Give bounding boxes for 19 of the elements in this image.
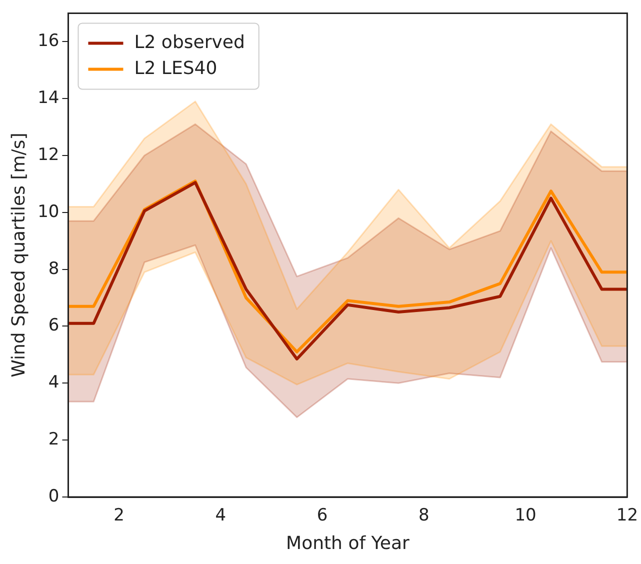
y-tick-label: 6	[48, 316, 60, 336]
y-axis-title: Wind Speed quartiles [m/s]	[8, 132, 30, 378]
y-tick-label: 4	[48, 372, 60, 393]
x-tick-label: 6	[316, 506, 328, 526]
x-tick-label: 2	[114, 506, 124, 526]
x-tick-label: 8	[418, 506, 430, 526]
x-axis-title: Month of Year	[286, 532, 410, 554]
x-tick-label: 12	[616, 506, 638, 526]
y-tick-label: 8	[48, 258, 60, 279]
y-tick-label: 0	[48, 486, 60, 506]
y-tick-label: 16	[38, 31, 60, 52]
y-tick-label: 12	[38, 144, 60, 165]
x-tick-label: 10	[514, 506, 536, 526]
legend-label: L2 LES40	[134, 58, 218, 79]
x-tick-label: 4	[215, 506, 226, 526]
legend-label: L2 observed	[134, 32, 245, 53]
y-tick-label: 10	[38, 202, 60, 222]
y-tick-label: 14	[38, 88, 60, 108]
y-tick-label: 2	[48, 430, 60, 450]
